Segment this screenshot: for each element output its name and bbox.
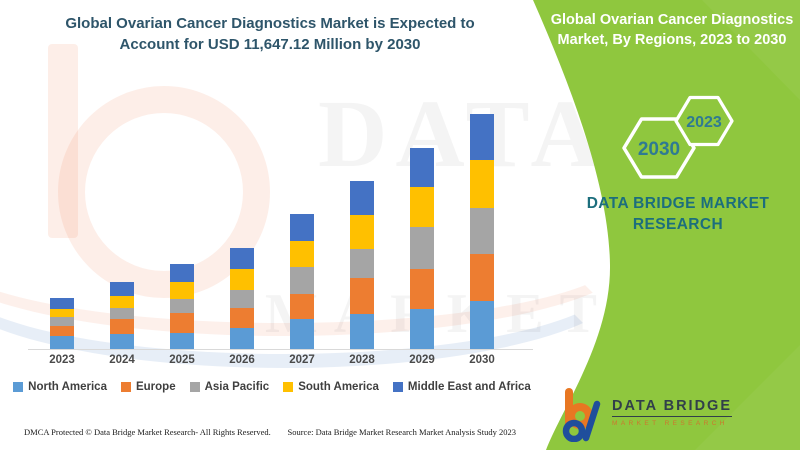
bar-segment-europe — [410, 269, 434, 309]
bar-segment-asia-pacific — [290, 267, 314, 294]
side-panel-title-line1: Global Ovarian Cancer Diagnostics — [550, 12, 794, 28]
logo-name: DATA BRIDGE — [612, 398, 733, 417]
bar-segment-europe — [290, 294, 314, 319]
bar-segment-middle-east-and-africa — [290, 214, 314, 241]
bar-segment-middle-east-and-africa — [470, 114, 494, 160]
bar-2026 — [230, 248, 254, 349]
x-axis-label-2029: 2029 — [409, 354, 435, 366]
bar-2023 — [50, 298, 74, 349]
legend-item-middle-east-and-africa: Middle East and Africa — [392, 381, 531, 393]
chart-title-line2: Account for USD 11,647.12 Million by 203… — [119, 36, 421, 53]
bar-segment-europe — [110, 319, 134, 334]
bar-segment-asia-pacific — [470, 208, 494, 254]
stacked-bar-chart: 2023 2024 2025 2026 2027 2028 2029 2030 — [28, 114, 533, 366]
bar-segment-europe — [350, 278, 374, 314]
x-axis-label-2028: 2028 — [349, 354, 375, 366]
legend-swatch-icon — [283, 382, 294, 392]
bar-segment-asia-pacific — [50, 317, 74, 326]
hexagon-2023 — [674, 95, 734, 147]
bar-2027 — [290, 214, 314, 349]
legend-swatch-icon — [189, 382, 200, 392]
side-panel-title: Global Ovarian Cancer Diagnostics Market… — [548, 10, 796, 50]
bar-segment-south-america — [50, 309, 74, 317]
bar-segment-south-america — [170, 282, 194, 299]
bar-segment-north-america — [470, 301, 494, 349]
bar-segment-europe — [230, 308, 254, 328]
footer-source-text: Source: Data Bridge Market Research Mark… — [287, 427, 516, 437]
bar-segment-south-america — [110, 296, 134, 308]
company-logo: DATA BRIDGE MARKET RESEARCH — [556, 388, 733, 442]
bar-segment-asia-pacific — [350, 249, 374, 278]
brand-wordmark: DATA BRIDGE MARKET RESEARCH — [560, 193, 796, 235]
bar-segment-europe — [50, 326, 74, 336]
logo-text: DATA BRIDGE MARKET RESEARCH — [612, 388, 733, 427]
legend-swatch-icon — [120, 382, 131, 392]
legend-item-south-america: South America — [283, 381, 379, 393]
bar-segment-north-america — [170, 333, 194, 349]
legend-swatch-icon — [392, 382, 403, 392]
legend-label: Asia Pacific — [204, 381, 270, 393]
legend-item-asia-pacific: Asia Pacific — [189, 381, 270, 393]
x-axis-label-2025: 2025 — [169, 354, 195, 366]
logo-glyph-icon — [562, 388, 601, 442]
x-axis-label-2026: 2026 — [229, 354, 255, 366]
bar-segment-asia-pacific — [410, 227, 434, 269]
hexagon-2030 — [622, 117, 696, 179]
chart-title-line1: Global Ovarian Cancer Diagnostics Market… — [65, 15, 475, 32]
hexagon-2030-label: 2030 — [638, 139, 680, 160]
footer-dmca-text: DMCA Protected © Data Bridge Market Rese… — [24, 427, 271, 437]
bar-2025 — [170, 264, 194, 349]
legend-label: South America — [298, 381, 379, 393]
side-panel-title-line2: Market, By Regions, 2023 to 2030 — [557, 32, 787, 48]
bar-2030 — [470, 114, 494, 349]
bar-segment-europe — [470, 254, 494, 301]
bar-segment-south-america — [290, 241, 314, 267]
legend-item-europe: Europe — [120, 381, 176, 393]
hexagon-2023-label: 2023 — [686, 114, 722, 131]
bar-segment-middle-east-and-africa — [350, 181, 374, 215]
bar-segment-south-america — [470, 160, 494, 208]
bar-segment-south-america — [230, 269, 254, 290]
legend-label: Europe — [135, 381, 176, 393]
legend-label: North America — [28, 381, 107, 393]
brand-wordmark-line2: RESEARCH — [632, 216, 724, 233]
brand-wordmark-line1: DATA BRIDGE MARKET — [586, 195, 770, 212]
bar-segment-europe — [170, 313, 194, 333]
bar-segment-south-america — [350, 215, 374, 249]
bar-segment-south-america — [410, 187, 434, 227]
bar-segment-middle-east-and-africa — [410, 148, 434, 187]
x-axis-label-2024: 2024 — [109, 354, 135, 366]
x-axis-label-2023: 2023 — [49, 354, 75, 366]
x-axis-line — [28, 349, 533, 350]
chart-legend: North America Europe Asia Pacific South Ame… — [12, 381, 532, 393]
x-axis-label-2027: 2027 — [289, 354, 315, 366]
x-axis-label-2030: 2030 — [469, 354, 495, 366]
bar-segment-north-america — [50, 336, 74, 349]
bar-segment-middle-east-and-africa — [170, 264, 194, 282]
bar-segment-asia-pacific — [230, 290, 254, 308]
bar-segment-middle-east-and-africa — [50, 298, 74, 309]
bar-segment-north-america — [290, 319, 314, 349]
bar-segment-north-america — [230, 328, 254, 349]
bar-segment-asia-pacific — [170, 299, 194, 313]
bar-segment-north-america — [410, 309, 434, 349]
chart-title: Global Ovarian Cancer Diagnostics Market… — [20, 13, 520, 55]
bar-segment-north-america — [110, 334, 134, 349]
legend-label: Middle East and Africa — [407, 381, 531, 393]
legend-item-north-america: North America — [13, 381, 107, 393]
bar-2028 — [350, 181, 374, 349]
legend-swatch-icon — [13, 382, 24, 392]
bar-segment-asia-pacific — [110, 308, 134, 319]
logo-subtitle: MARKET RESEARCH — [612, 420, 728, 427]
bar-segment-middle-east-and-africa — [230, 248, 254, 269]
bar-2024 — [110, 282, 134, 349]
bar-2029 — [410, 148, 434, 349]
bar-segment-north-america — [350, 314, 374, 349]
bar-segment-middle-east-and-africa — [110, 282, 134, 296]
footer: DMCA Protected © Data Bridge Market Rese… — [24, 427, 516, 437]
